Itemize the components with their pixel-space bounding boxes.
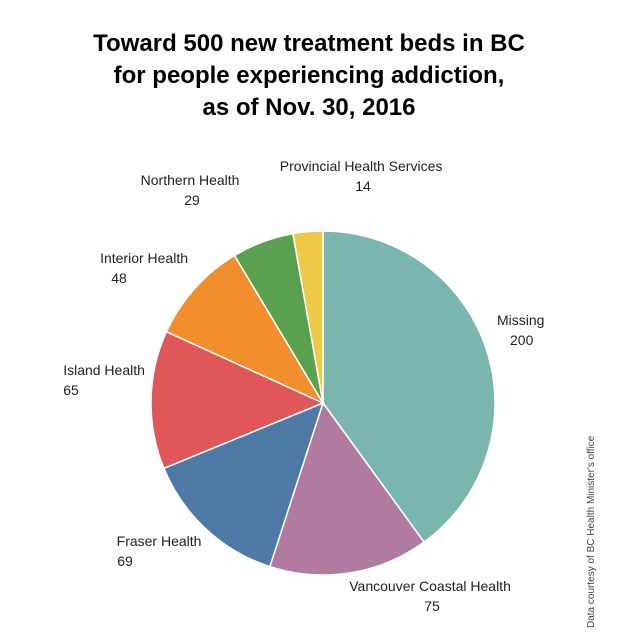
slice-name-island: Island Health (63, 362, 145, 378)
svg-text:Vancouver Coastal Health: Vancouver Coastal Health 75 (349, 578, 515, 614)
svg-text:Provincial Health Services: Provincial Health Services 14 (280, 158, 447, 194)
title-line-3: as of Nov. 30, 2016 (202, 94, 416, 121)
slice-value-island: 65 (63, 382, 79, 398)
slice-value-provincial: 14 (355, 178, 371, 194)
pie-slices (150, 230, 496, 576)
svg-text:Island Health 65: Island Health 65 (63, 362, 149, 398)
pie-slice-vancouver-coastal-health (268, 401, 426, 576)
pie-slice-fraser-health (162, 401, 325, 568)
pie-slice-interior-health (165, 254, 325, 405)
pie-slice-missing (322, 230, 496, 544)
slice-value-vancouver-coastal: 75 (424, 598, 440, 614)
pie-labels: Missing 200 Vancouver Coastal Health 75 … (63, 158, 548, 614)
svg-text:Missing 200: Missing 200 (497, 312, 548, 348)
pie-slice-provincial-health-services (292, 230, 324, 404)
slice-value-fraser: 69 (117, 553, 133, 569)
svg-text:Northern Health 29: Northern Health 29 (141, 172, 244, 208)
svg-text:Interior Health 48: Interior Health 48 (100, 250, 192, 286)
slice-name-interior: Interior Health (100, 250, 188, 266)
slice-name-fraser: Fraser Health (117, 533, 202, 549)
slice-name-northern: Northern Health (141, 172, 240, 188)
pie-slice-island-health (150, 330, 325, 470)
title-line-2: for people experiencing addiction, (113, 62, 505, 89)
chart-title: Toward 500 new treatment beds in BC for … (0, 28, 618, 124)
svg-text:Fraser Health 69: Fraser Health 69 (117, 533, 206, 569)
data-credit: Data courtesy of BC Health Minister's of… (586, 435, 597, 628)
slice-name-vancouver-coastal: Vancouver Coastal Health (349, 578, 511, 594)
slice-value-northern: 29 (184, 192, 200, 208)
slice-name-missing: Missing (497, 312, 544, 328)
slice-value-interior: 48 (111, 270, 127, 286)
slice-name-provincial: Provincial Health Services (280, 158, 443, 174)
slice-value-missing: 200 (510, 332, 534, 348)
title-line-1: Toward 500 new treatment beds in BC (93, 30, 525, 57)
